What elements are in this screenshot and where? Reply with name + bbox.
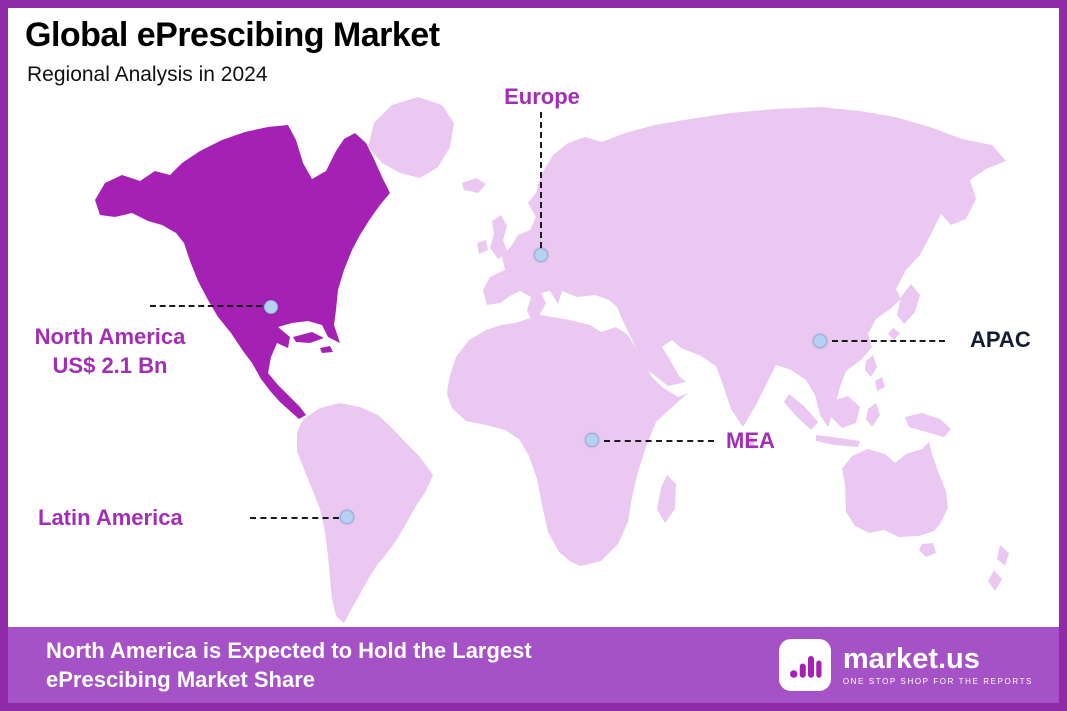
new-guinea-shape — [905, 413, 951, 437]
latin-america-connector-line — [250, 517, 339, 519]
japan-south-shape — [888, 328, 900, 340]
apac-marker-dot — [813, 334, 827, 348]
footer-banner: North America is Expected to Hold the La… — [8, 627, 1059, 703]
europe-connector-line — [540, 112, 542, 248]
footer-headline-line2: ePrescibing Market Share — [46, 667, 316, 692]
north-america-region — [95, 125, 390, 419]
new-zealand-shape — [997, 545, 1009, 566]
japan-shape — [897, 284, 920, 324]
brand-logo: market.us ONE STOP SHOP FOR THE REPORTS — [778, 639, 1033, 691]
latin-america-marker-dot — [340, 510, 354, 524]
new-zealand-south-shape — [988, 570, 1002, 591]
north-america-label: North America US$ 2.1 Bn — [12, 322, 208, 380]
sri-lanka-shape — [745, 435, 755, 449]
mea-marker-dot — [585, 433, 599, 447]
north-america-connector-line — [150, 305, 262, 307]
borneo-shape — [831, 396, 860, 428]
marketus-logo-icon — [778, 639, 831, 691]
ireland-shape — [477, 240, 488, 254]
latin-america-label: Latin America — [38, 505, 183, 530]
apac-connector-line — [832, 340, 945, 342]
philippines-shape — [865, 355, 877, 377]
europe-marker-dot — [534, 248, 548, 262]
australia-region — [842, 442, 948, 537]
page-subtitle: Regional Analysis in 2024 — [27, 63, 268, 86]
mea-connector-line — [604, 440, 714, 442]
world-map — [95, 97, 1009, 623]
brand-text: market.us ONE STOP SHOP FOR THE REPORTS — [843, 644, 1033, 686]
iceland-shape — [462, 178, 486, 193]
java-shape — [816, 435, 860, 447]
footer-headline: North America is Expected to Hold the La… — [46, 636, 532, 694]
hispaniola-shape — [320, 346, 333, 353]
sumatra-shape — [784, 394, 818, 430]
north-america-marker-dot — [264, 300, 278, 314]
sulawesi-shape — [866, 403, 880, 427]
page-title: Global ePrescibing Market — [25, 16, 440, 54]
footer-headline-line1: North America is Expected to Hold the La… — [46, 638, 532, 663]
apac-label: APAC — [970, 327, 1031, 352]
europe-label: Europe — [504, 84, 580, 109]
mea-label: MEA — [726, 428, 775, 453]
north-america-value: US$ 2.1 Bn — [52, 353, 168, 378]
africa-region — [447, 315, 688, 566]
marketus-logo-glyph — [789, 656, 822, 678]
brand-name: market.us — [842, 643, 980, 675]
tasmania-shape — [919, 543, 936, 557]
south-america-region — [297, 403, 433, 623]
brand-tagline: ONE STOP SHOP FOR THE REPORTS — [842, 677, 1033, 686]
madagascar-shape — [657, 475, 676, 523]
eurasia-region — [483, 107, 1006, 427]
philippines-south-shape — [875, 377, 885, 391]
north-america-label-name: North America — [34, 324, 186, 349]
cuba-shape — [293, 332, 324, 343]
greenland-shape — [368, 97, 454, 178]
uk-shape — [490, 215, 508, 259]
header: Global ePrescibing Market Regional Analy… — [25, 16, 440, 87]
